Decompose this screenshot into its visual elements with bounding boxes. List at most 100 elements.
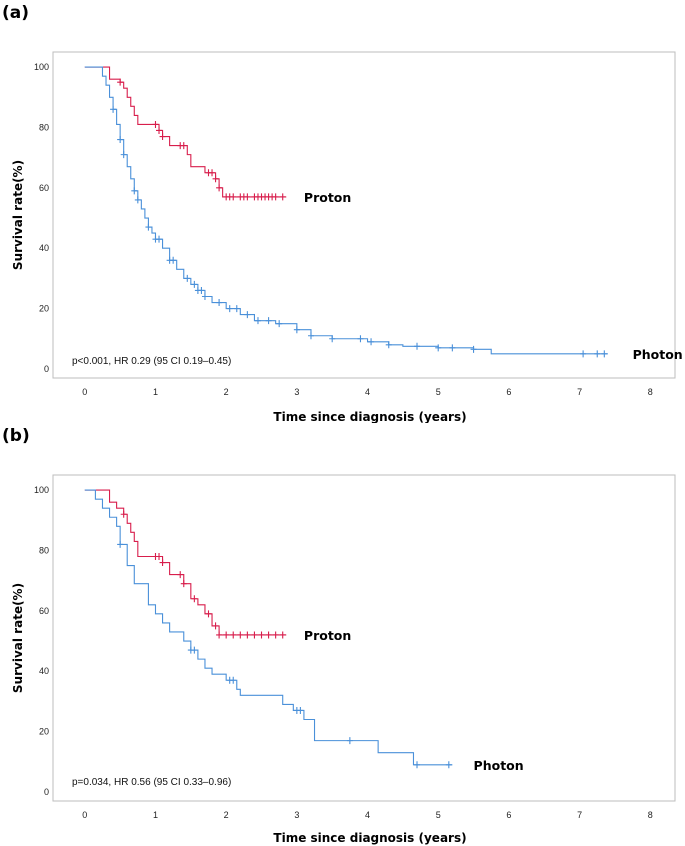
x-tick-label: 7: [577, 387, 582, 397]
censor-mark-photon: [191, 280, 198, 288]
y-tick-label: 40: [39, 666, 49, 676]
series-label-proton: Proton: [304, 628, 351, 643]
series-line-photon: [84, 489, 453, 766]
y-tick-label: 40: [39, 243, 49, 253]
series-label-photon: Photon: [474, 758, 524, 773]
x-tick-label: 8: [648, 387, 653, 397]
x-tick-label: 6: [506, 810, 511, 820]
x-tick-label: 5: [436, 387, 441, 397]
censor-mark-proton: [230, 631, 237, 639]
censor-mark-proton: [237, 631, 244, 639]
censor-mark-photon: [230, 676, 237, 684]
censor-mark-photon: [131, 187, 138, 195]
y-tick-label: 100: [34, 62, 49, 72]
censor-mark-proton: [244, 193, 251, 201]
censor-mark-photon: [307, 332, 314, 340]
censor-mark-photon: [594, 350, 601, 358]
censor-mark-photon: [414, 761, 421, 769]
censor-mark-proton: [156, 126, 163, 134]
stat-annotation: p=0.034, HR 0.56 (95 CI 0.33–0.96): [72, 777, 231, 788]
y-axis-title: Survival rate(%): [11, 160, 25, 270]
censor-mark-proton: [120, 510, 127, 518]
censor-mark-photon: [329, 335, 336, 343]
x-tick-label: 0: [82, 387, 87, 397]
censor-mark-proton: [223, 631, 230, 639]
series-line-proton: [84, 489, 287, 636]
censor-mark-photon: [346, 737, 353, 745]
censor-mark-proton: [216, 631, 223, 639]
censor-mark-proton: [180, 142, 187, 150]
y-tick-label: 80: [39, 545, 49, 555]
x-tick-label: 6: [506, 387, 511, 397]
censor-mark-proton: [279, 193, 286, 201]
x-tick-label: 2: [224, 387, 229, 397]
censor-mark-photon: [117, 540, 124, 548]
censor-mark-proton: [251, 631, 258, 639]
censor-mark-photon: [254, 317, 261, 325]
x-tick-label: 1: [153, 387, 158, 397]
censor-mark-photon: [226, 305, 233, 313]
x-tick-label: 1: [153, 810, 158, 820]
censor-mark-proton: [216, 184, 223, 192]
censor-mark-photon: [145, 223, 152, 231]
censor-mark-photon: [201, 293, 208, 300]
censor-mark-photon: [198, 286, 205, 294]
censor-mark-proton: [230, 193, 237, 201]
censor-mark-photon: [233, 305, 240, 313]
panel-label: (b): [2, 426, 30, 446]
censor-mark-photon: [120, 151, 127, 159]
censor-mark-proton: [205, 610, 212, 618]
x-tick-label: 0: [82, 810, 87, 820]
y-tick-label: 20: [39, 304, 49, 314]
censor-mark-photon: [110, 105, 117, 113]
censor-mark-proton: [152, 120, 159, 128]
censor-mark-photon: [414, 342, 421, 350]
censor-mark-photon: [435, 344, 442, 352]
censor-mark-photon: [134, 196, 141, 204]
plot-frame: [52, 51, 676, 379]
censor-mark-photon: [265, 317, 272, 325]
censor-mark-proton: [258, 631, 265, 639]
y-axis-title: Survival rate(%): [11, 583, 25, 693]
censor-mark-proton: [156, 553, 163, 560]
censor-mark-photon: [293, 326, 300, 334]
censor-mark-photon: [368, 338, 375, 346]
censor-mark-photon: [357, 335, 364, 343]
x-tick-label: 4: [365, 387, 370, 397]
censor-mark-proton: [180, 580, 187, 588]
censor-mark-proton: [212, 622, 219, 630]
x-tick-label: 8: [648, 810, 653, 820]
censor-mark-photon: [449, 344, 456, 352]
y-tick-label: 100: [34, 485, 49, 495]
censor-mark-photon: [385, 341, 392, 349]
censor-mark-proton: [279, 631, 286, 639]
x-axis-title: Time since diagnosis (years): [273, 831, 466, 845]
censor-mark-photon: [601, 350, 608, 358]
censor-mark-proton: [272, 631, 279, 639]
panel-label: (a): [2, 3, 29, 23]
censor-mark-photon: [156, 235, 163, 243]
plot-frame: [52, 474, 676, 802]
censor-mark-photon: [184, 274, 191, 282]
censor-mark-proton: [159, 133, 166, 141]
x-tick-label: 2: [224, 810, 229, 820]
x-tick-label: 4: [365, 810, 370, 820]
y-tick-label: 20: [39, 727, 49, 737]
y-tick-label: 80: [39, 122, 49, 132]
x-tick-label: 3: [294, 810, 299, 820]
censor-mark-proton: [265, 631, 272, 639]
censor-mark-photon: [445, 761, 452, 769]
x-tick-label: 3: [294, 387, 299, 397]
censor-mark-photon: [216, 299, 223, 307]
censor-mark-proton: [117, 78, 124, 86]
y-tick-label: 60: [39, 183, 49, 193]
censor-mark-proton: [177, 571, 184, 579]
y-tick-label: 0: [44, 364, 49, 374]
censor-mark-proton: [191, 595, 198, 603]
series-line-proton: [84, 66, 287, 198]
censor-mark-proton: [244, 631, 251, 639]
